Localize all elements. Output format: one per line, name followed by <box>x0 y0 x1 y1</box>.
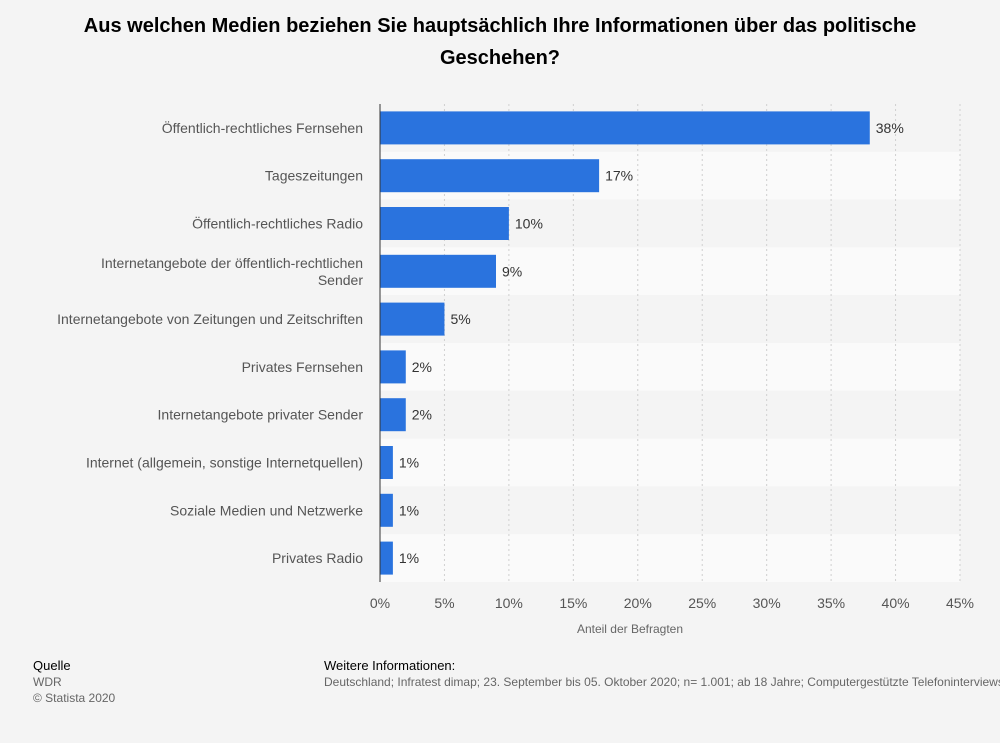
x-tick-label: 10% <box>495 595 523 611</box>
bar[interactable] <box>380 541 393 575</box>
x-tick-label: 40% <box>882 595 910 611</box>
category-label: Tageszeitungen <box>265 168 363 184</box>
row-band <box>380 534 960 582</box>
row-band <box>380 295 960 343</box>
bar[interactable] <box>380 350 406 384</box>
info-text: Deutschland; Infratest dimap; 23. Septem… <box>324 675 1000 689</box>
source-name[interactable]: WDR <box>33 675 62 689</box>
bar-value-label: 1% <box>399 502 419 518</box>
info-block: Weitere Informationen: Deutschland; Infr… <box>324 658 1000 690</box>
category-label: Internetangebote von Zeitungen und Zeits… <box>57 311 363 327</box>
x-tick-label: 30% <box>753 595 781 611</box>
source-heading: Quelle <box>33 658 71 673</box>
x-tick-label: 25% <box>688 595 716 611</box>
bar[interactable] <box>380 254 496 288</box>
row-band <box>380 390 960 439</box>
bar-chart: 38% Öffentlich-rechtliches Fernsehen 17% Ta… <box>57 104 974 636</box>
bar[interactable] <box>380 111 870 145</box>
bar-value-label: 9% <box>502 263 522 279</box>
bar-value-label: 38% <box>876 120 904 136</box>
bar[interactable] <box>380 207 509 240</box>
category-label: Privates Fernsehen <box>242 359 363 375</box>
row-band <box>380 438 960 487</box>
bar[interactable] <box>380 493 393 527</box>
x-tick-label: 45% <box>946 595 974 611</box>
category-label: Soziale Medien und Netzwerke <box>170 502 363 518</box>
bar-value-label: 5% <box>450 311 470 327</box>
x-tick-label: 0% <box>370 595 390 611</box>
bar-value-label: 1% <box>399 550 419 566</box>
row-band <box>380 486 960 535</box>
bar-value-label: 17% <box>605 168 633 184</box>
bar[interactable] <box>380 446 393 479</box>
category-label: Öffentlich-rechtliches Fernsehen <box>162 119 363 136</box>
x-tick-label: 20% <box>624 595 652 611</box>
bar-value-label: 1% <box>399 455 419 471</box>
chart-title: Aus welchen Medien beziehen Sie hauptsäc… <box>83 15 917 69</box>
bar[interactable] <box>380 159 600 193</box>
category-label: Öffentlich-rechtliches Radio <box>192 215 363 232</box>
category-label: Internetangebote der öffentlich-rechtlic… <box>101 255 363 288</box>
bar-value-label: 10% <box>515 216 543 232</box>
x-tick-label: 35% <box>817 595 845 611</box>
row-band <box>380 343 960 391</box>
x-tick-label: 15% <box>559 595 587 611</box>
x-tick-label: 5% <box>434 595 454 611</box>
category-label: Internet (allgemein, sonstige Internetqu… <box>86 455 363 471</box>
source-block: Quelle WDR © Statista 2020 <box>33 658 115 706</box>
x-axis-title: Anteil der Befragten <box>577 622 683 636</box>
bar[interactable] <box>380 398 406 432</box>
bar[interactable] <box>380 302 445 336</box>
copyright: © Statista 2020 <box>33 691 116 705</box>
info-heading: Weitere Informationen: <box>324 658 456 673</box>
bar-value-label: 2% <box>412 359 432 375</box>
category-label: Internetangebote privater Sender <box>158 407 364 423</box>
bar-value-label: 2% <box>412 407 432 423</box>
category-label: Privates Radio <box>272 550 363 566</box>
